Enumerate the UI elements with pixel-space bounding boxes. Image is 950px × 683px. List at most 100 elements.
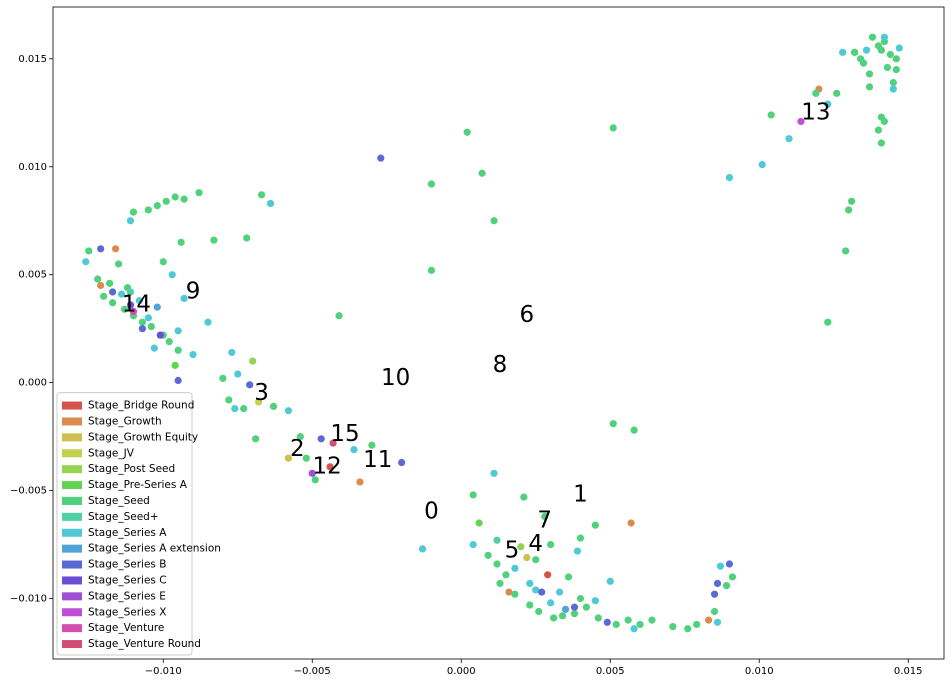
point-s8-17 [490, 469, 498, 477]
point-s9-0 [153, 303, 161, 311]
point-s6-25 [257, 191, 266, 199]
x-tick-label-1: −0.005 [294, 666, 331, 677]
point-s6-33 [311, 476, 319, 484]
point-s10-0 [97, 245, 105, 253]
point-s15-0 [329, 439, 337, 447]
point-s2-0 [284, 454, 293, 462]
legend-item-14: Stage_Venture [62, 622, 164, 634]
point-s14-0 [129, 307, 138, 316]
point-s6-7 [120, 305, 129, 313]
point-s6-65 [669, 623, 677, 631]
point-s10-1 [108, 288, 117, 296]
point-s6-35 [368, 441, 376, 449]
point-s6-68 [710, 607, 719, 616]
point-s6-18 [171, 193, 179, 201]
point-s6-43 [630, 426, 638, 434]
point-s10-2 [138, 325, 146, 333]
point-s6-37 [427, 266, 436, 274]
y-tick-label-4: 0.010 [18, 162, 47, 173]
legend-box [56, 392, 193, 656]
point-s6-96 [877, 139, 886, 147]
point-s8-21 [526, 579, 534, 588]
point-s6-19 [180, 195, 188, 203]
point-s6-47 [520, 493, 528, 501]
point-s8-13 [231, 404, 239, 413]
point-s1-6 [505, 588, 513, 596]
point-s6-14 [159, 258, 167, 266]
legend-item-3: Stage_JV [62, 447, 135, 459]
point-s6-58 [570, 610, 579, 618]
point-s6-20 [195, 189, 203, 197]
legend-item-2: Stage_Growth Equity [62, 431, 198, 443]
point-s6-39 [478, 169, 486, 177]
point-s6-50 [493, 560, 501, 568]
point-s6-71 [532, 556, 540, 564]
series-4 [249, 357, 525, 551]
point-s8-15 [266, 199, 275, 208]
point-s6-52 [496, 579, 504, 588]
point-s9-1 [561, 605, 570, 613]
point-s6-23 [210, 236, 218, 244]
point-s6-70 [728, 573, 737, 581]
point-s6-41 [609, 124, 617, 132]
legend-item-15: Stage_Venture Round [62, 638, 201, 650]
legend-item-6: Stage_Seed [62, 495, 150, 507]
point-s6-74 [576, 594, 585, 603]
legend-item-5: Stage_Pre-Series A [62, 479, 188, 491]
point-s8-22 [532, 586, 540, 594]
y-tick-label-2: 0.000 [18, 378, 47, 389]
legend-label-9: Stage_Series A extension [88, 543, 221, 555]
point-s8-32 [758, 161, 766, 169]
legend-label-5: Stage_Pre-Series A [88, 479, 188, 491]
legend-swatch-6 [62, 496, 82, 505]
point-s10-4 [246, 381, 254, 389]
point-s8-25 [573, 547, 582, 555]
point-s10-6 [377, 154, 385, 162]
point-s6-60 [594, 614, 602, 622]
series-0 [326, 463, 552, 579]
point-s6-84 [859, 59, 868, 67]
legend-swatch-7 [62, 512, 82, 521]
legend-label-10: Stage_Series B [88, 559, 166, 571]
point-s6-26 [219, 374, 227, 382]
y-tick-label-5: 0.015 [18, 54, 47, 65]
point-s6-63 [636, 620, 644, 629]
point-s6-6 [108, 299, 117, 307]
point-s4-1 [517, 543, 525, 551]
point-s6-76 [812, 89, 820, 97]
series-5 [171, 361, 483, 527]
legend-swatch-0 [62, 401, 82, 410]
legend-swatch-9 [62, 544, 82, 553]
point-s6-24 [243, 234, 251, 242]
point-s6-82 [851, 48, 859, 56]
series-11 [126, 301, 164, 339]
point-s8-2 [126, 217, 135, 225]
point-s6-62 [624, 616, 632, 624]
point-s8-4 [144, 314, 152, 322]
cluster-label-8: 8 [493, 352, 508, 378]
point-s6-2 [106, 279, 114, 287]
point-s1-7 [704, 616, 713, 624]
series-14 [129, 307, 138, 316]
point-s6-36 [427, 180, 436, 188]
point-s6-98 [865, 83, 874, 91]
point-s6-48 [469, 491, 477, 499]
legend-label-11: Stage_Series C [88, 574, 167, 586]
y-tick-label-0: −0.010 [10, 594, 47, 605]
cluster-label-5: 5 [505, 538, 520, 564]
point-s8-30 [713, 618, 722, 626]
point-s6-5 [100, 292, 108, 300]
point-s11-0 [126, 301, 135, 309]
point-s6-93 [889, 78, 897, 87]
point-s10-10 [603, 618, 611, 626]
point-s10-12 [725, 560, 734, 568]
point-s8-29 [716, 562, 725, 570]
point-s8-8 [180, 294, 188, 303]
point-s1-5 [97, 281, 105, 290]
legend-label-1: Stage_Growth [88, 415, 162, 427]
point-s8-16 [350, 445, 358, 454]
point-s8-5 [150, 344, 158, 352]
point-s6-44 [591, 521, 599, 529]
